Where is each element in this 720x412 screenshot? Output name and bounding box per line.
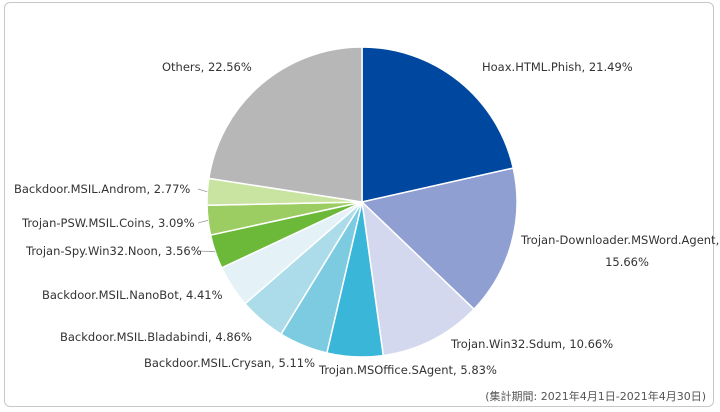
slice-label: Backdoor.MSIL.Crysan, 5.11% xyxy=(144,356,315,370)
slice-label: Trojan-Spy.Win32.Noon, 3.56% xyxy=(25,244,202,258)
leader-line xyxy=(197,219,209,224)
slice-label: Backdoor.MSIL.Androm, 2.77% xyxy=(14,182,190,196)
slice-label: Trojan-Downloader.MSWord.Agent, 15.66% xyxy=(520,233,719,269)
leader-line xyxy=(197,250,216,253)
slice-label: Trojan.Win32.Sdum, 10.66% xyxy=(450,337,613,351)
leader-line xyxy=(197,188,208,193)
slice-label: Backdoor.MSIL.Bladabindi, 4.86% xyxy=(60,330,252,344)
period-footnote: (集計期間: 2021年4月1日-2021年4月30日) xyxy=(485,390,706,403)
pie-slice xyxy=(207,46,363,203)
slice-label: Trojan-PSW.MSIL.Coins, 3.09% xyxy=(21,216,195,230)
slice-label: Others, 22.56% xyxy=(162,60,252,74)
pie-slice xyxy=(360,167,518,311)
pie-slice xyxy=(361,46,515,203)
slice-label: Backdoor.MSIL.NanoBot, 4.41% xyxy=(42,288,223,302)
pie-slice xyxy=(360,199,476,357)
slice-label: Hoax.HTML.Phish, 21.49% xyxy=(482,60,633,74)
slice-label: Trojan.MSOffice.SAgent, 5.83% xyxy=(318,363,497,377)
